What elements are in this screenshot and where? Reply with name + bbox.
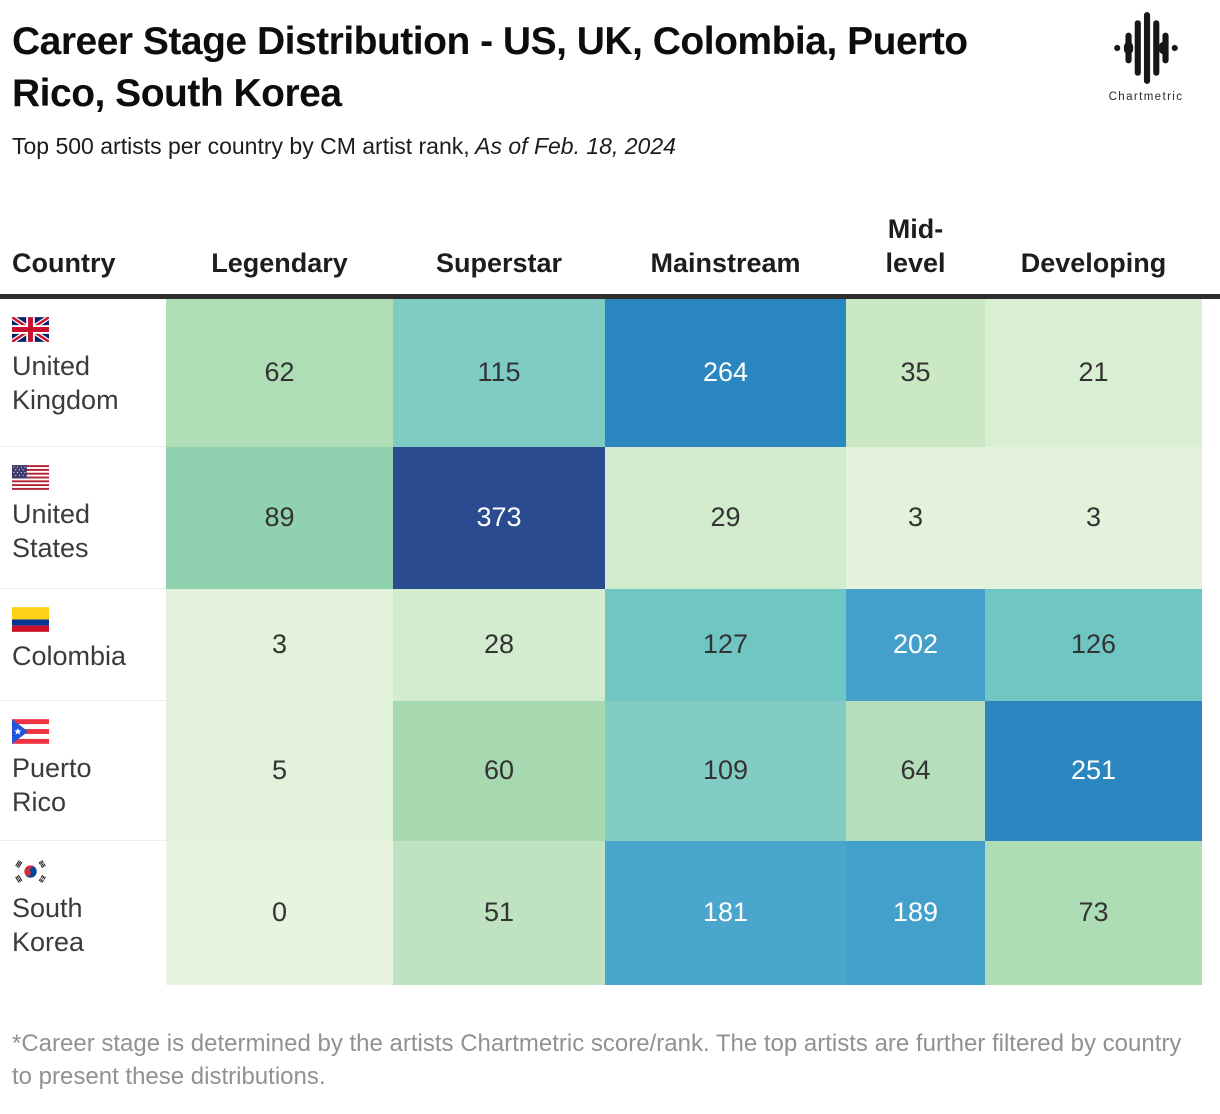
country-cell: Colombia — [0, 588, 166, 701]
heatmap-cell: 73 — [985, 840, 1202, 985]
column-header-mainstream: Mainstream — [650, 248, 801, 279]
flag-united-states-icon — [12, 464, 49, 490]
country-cell: Puerto Rico — [0, 700, 166, 841]
column-header-mid-level: Mid-level — [846, 212, 985, 281]
heatmap-cell: 115 — [393, 298, 605, 447]
heatmap-cell: 28 — [393, 588, 605, 701]
heatmap-cell: 29 — [605, 446, 846, 589]
flag-colombia-icon — [12, 606, 49, 632]
heatmap-cell: 64 — [846, 700, 985, 841]
heatmap-cell: 181 — [605, 840, 846, 985]
flag-south-korea-icon — [12, 858, 49, 884]
country-name: Puerto Rico — [12, 752, 92, 817]
subtitle-date: As of Feb. 18, 2024 — [469, 132, 676, 159]
heatmap-cell: 126 — [985, 588, 1202, 701]
heatmap-cell: 60 — [393, 700, 605, 841]
country-name: United Kingdom — [12, 350, 119, 415]
heatmap-cell: 251 — [985, 700, 1202, 841]
heatmap-cell: 202 — [846, 588, 985, 701]
page-title: Career Stage Distribution - US, UK, Colo… — [12, 20, 968, 115]
country-name: Colombia — [12, 640, 127, 671]
table-header-row: Country Legendary Superstar Mainstream M… — [0, 212, 1220, 299]
heatmap-cell: 3 — [985, 446, 1202, 589]
heatmap-cell: 62 — [166, 298, 393, 447]
country-cell: United States — [0, 446, 166, 589]
heatmap-cell: 89 — [166, 446, 393, 589]
table-row-puerto-rico: Puerto Rico 5 60 109 64 251 — [0, 700, 1220, 841]
column-header-country: Country — [12, 248, 116, 279]
heatmap-cell: 264 — [605, 298, 846, 447]
heatmap-cell: 5 — [166, 700, 393, 841]
heatmap-cell: 35 — [846, 298, 985, 447]
table-row-south-korea: South Korea 0 51 181 189 73 — [0, 840, 1220, 985]
country-cell: United Kingdom — [0, 298, 166, 447]
heatmap-cell: 189 — [846, 840, 985, 985]
brand-name: Chartmetric — [1108, 91, 1184, 103]
flag-united-kingdom-icon — [12, 316, 49, 342]
subtitle-plain: Top 500 artists per country by CM artist… — [12, 132, 470, 159]
heatmap-cell: 21 — [985, 298, 1202, 447]
heatmap-cell: 127 — [605, 588, 846, 701]
heatmap-cell: 109 — [605, 700, 846, 841]
career-stage-heatmap: Country Legendary Superstar Mainstream M… — [0, 212, 1220, 985]
heatmap-cell: 51 — [393, 840, 605, 985]
table-row-colombia: Colombia 3 28 127 202 126 — [0, 588, 1220, 701]
column-header-legendary: Legendary — [211, 248, 348, 279]
heatmap-cell: 3 — [166, 588, 393, 701]
heatmap-cell: 3 — [846, 446, 985, 589]
brand-block: Chartmetric — [1086, 10, 1206, 103]
column-header-mid-level-label: Mid-level — [885, 213, 946, 279]
column-header-superstar: Superstar — [435, 248, 563, 279]
heatmap-cell: 0 — [166, 840, 393, 985]
page-subtitle: Top 500 artists per country by CM artist… — [0, 120, 1220, 160]
table-row-united-states: United States 89 373 29 3 3 — [0, 446, 1220, 589]
country-name: United States — [12, 498, 91, 563]
heatmap-cell: 373 — [393, 446, 605, 589]
chartmetric-logo-icon — [1114, 12, 1178, 84]
country-cell: South Korea — [0, 840, 166, 985]
table-row-united-kingdom: United Kingdom 62 115 264 35 21 — [0, 298, 1220, 447]
column-header-developing: Developing — [1020, 248, 1167, 279]
flag-puerto-rico-icon — [12, 718, 49, 744]
footnote: *Career stage is determined by the artis… — [12, 1029, 1182, 1090]
country-name: South Korea — [12, 892, 85, 957]
